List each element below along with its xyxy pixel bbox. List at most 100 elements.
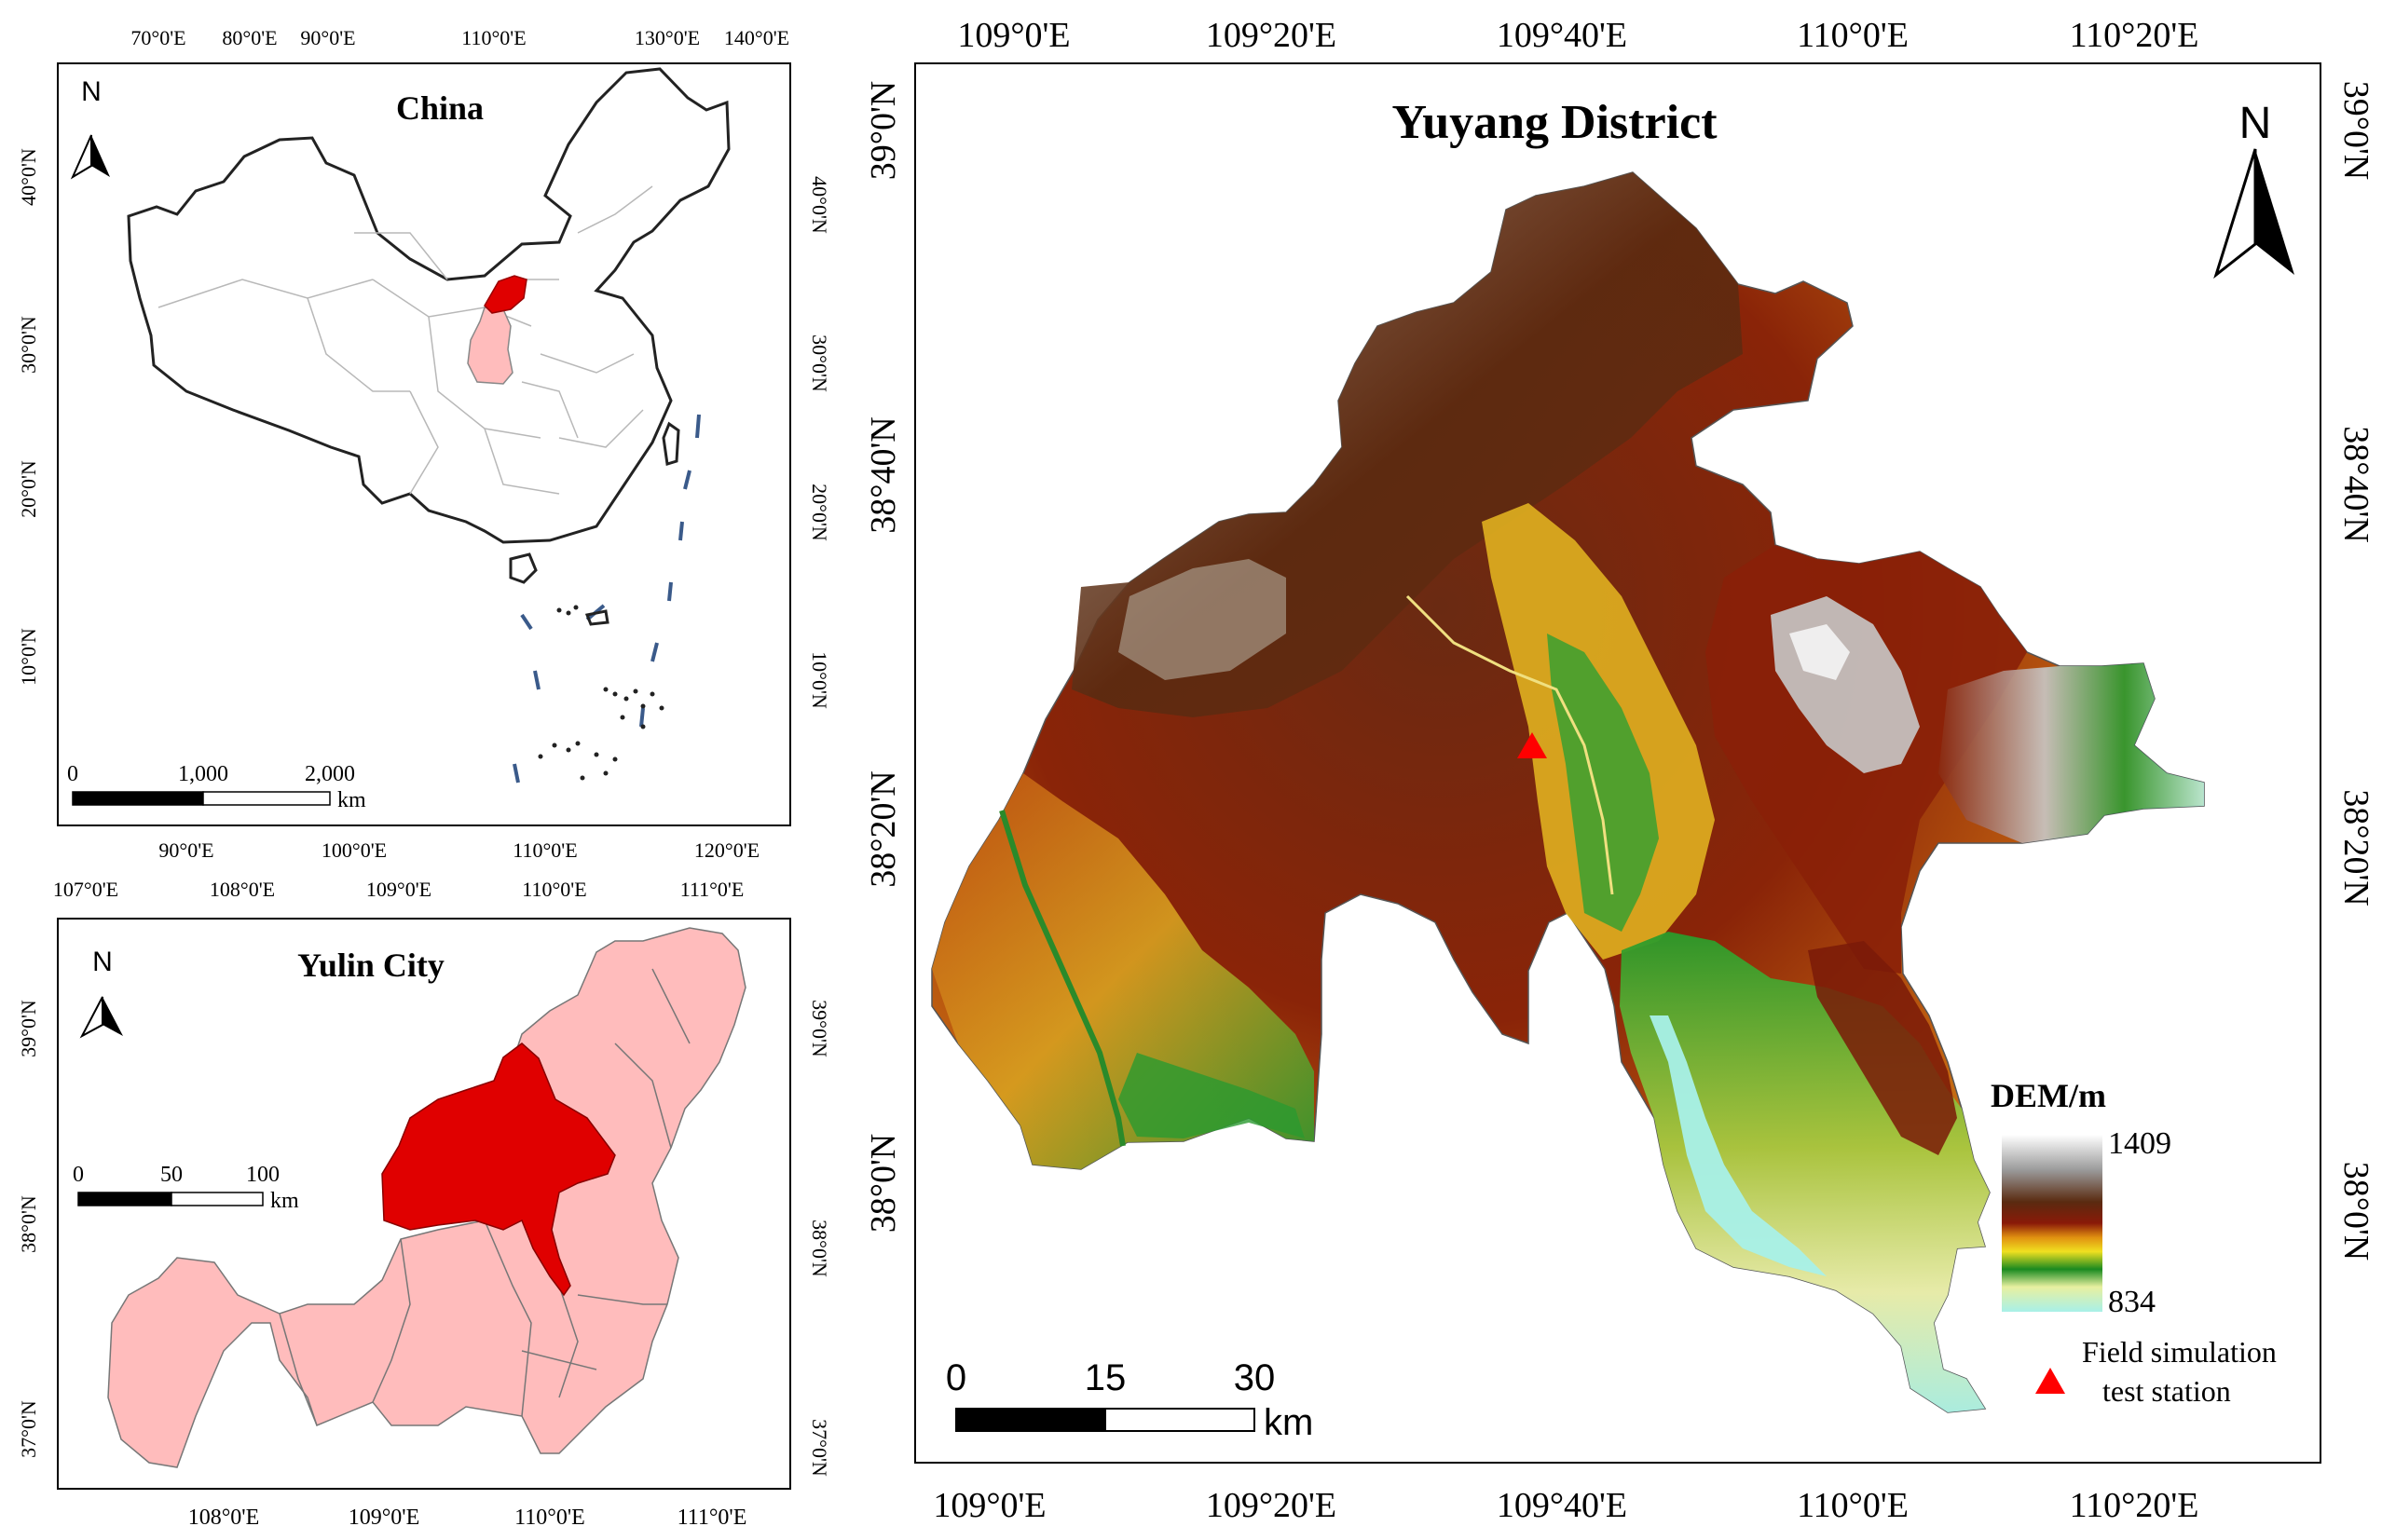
- yulin-bottom-tick-3: 111°0'E: [678, 1506, 747, 1530]
- dem-legend-ramp: [2002, 1135, 2102, 1312]
- yulin-left-tick-0: 39°0'N: [17, 1000, 40, 1057]
- china-bottom-ticks: 90°0'E 100°0'E 110°0'E 120°0'E: [158, 838, 760, 862]
- dem-legend-min: 834: [2108, 1285, 2156, 1319]
- yulin-scale-label-0: 0: [73, 1163, 84, 1187]
- china-left-tick-2: 20°0'N: [17, 460, 40, 518]
- china-right-tick-1: 30°0'N: [808, 334, 831, 392]
- yuyang-top-tick-3: 110°0'E: [1797, 16, 1909, 55]
- yulin-bottom-ticks: 108°0'E 109°0'E 110°0'E 111°0'E: [188, 1506, 747, 1530]
- china-title: China: [396, 89, 484, 127]
- china-top-tick-0: 70°0'E: [130, 26, 185, 49]
- dem-legend-title: DEM/m: [1991, 1077, 2106, 1114]
- dem-southwest-lowland: [932, 773, 1314, 1169]
- china-bottom-tick-0: 90°0'E: [158, 838, 213, 862]
- yuyang-north-arrow: N: [2213, 99, 2294, 279]
- yulin-scale-label-1: 50: [160, 1163, 183, 1187]
- yuyang-scale-label-2: 30: [1234, 1357, 1276, 1398]
- yuyang-top-ticks: 109°0'E 109°20'E 109°40'E 110°0'E 110°20…: [957, 16, 2198, 55]
- yulin-top-tick-3: 110°0'E: [522, 878, 586, 901]
- island-outline: [584, 609, 609, 626]
- dem-central-green: [1547, 634, 1659, 932]
- china-top-tick-3: 110°0'E: [461, 26, 526, 49]
- yulin-north-arrow: N: [79, 947, 123, 1039]
- china-left-tick-0: 40°0'N: [17, 148, 40, 206]
- yulin-right-tick-2: 37°0'N: [808, 1419, 831, 1477]
- yuyang-top-tick-1: 109°20'E: [1206, 16, 1336, 55]
- china-left-tick-3: 10°0'N: [17, 628, 40, 686]
- yuyang-right-ticks: 39°0'N 38°40'N 38°20'N 38°0'N: [2336, 81, 2375, 1261]
- dem-legend: DEM/m 1409 834 Field simulation test sta…: [1991, 1077, 2277, 1408]
- yulin-highlight: [484, 275, 527, 314]
- china-scale-label-0: 0: [67, 762, 78, 786]
- station-legend-symbol: [2035, 1368, 2065, 1394]
- yulin-left-ticks: 39°0'N 38°0'N 37°0'N: [17, 1000, 40, 1458]
- yuyang-north-label: N: [2239, 99, 2272, 148]
- yuyang-left-tick-2: 38°20'N: [864, 770, 903, 888]
- china-north-arrow: N: [70, 76, 110, 180]
- yuyang-right-tick-2: 38°20'N: [2336, 789, 2375, 906]
- china-top-tick-5: 140°0'E: [724, 26, 789, 49]
- china-outline: [127, 67, 731, 544]
- yuyang-left-tick-0: 39°0'N: [864, 81, 903, 181]
- yuyang-top-tick-2: 109°40'E: [1497, 16, 1627, 55]
- yuyang-left-tick-3: 38°0'N: [864, 1134, 903, 1233]
- dem-white-summit: [1789, 624, 1850, 680]
- yulin-title: Yulin City: [297, 947, 445, 984]
- dem-south-cyan-river: [1650, 1015, 1827, 1276]
- yulin-scale-bar: 0 50 100 km: [73, 1163, 299, 1213]
- china-bottom-tick-2: 110°0'E: [513, 838, 577, 862]
- china-scale-unit: km: [337, 788, 366, 812]
- china-left-ticks: 40°0'N 30°0'N 20°0'N 10°0'N: [17, 148, 40, 686]
- yulin-panel: N Yulin City 0 50 100 km 107°0'E 108°0'E…: [17, 878, 831, 1530]
- yuyang-top-tick-0: 109°0'E: [957, 16, 1070, 55]
- china-left-tick-1: 30°0'N: [17, 316, 40, 374]
- dem-grey-highland: [1118, 559, 1286, 680]
- yuyang-scale-unit: km: [1264, 1402, 1313, 1443]
- yuyang-left-ticks: 39°0'N 38°40'N 38°20'N 38°0'N: [864, 81, 903, 1233]
- yuyang-right-tick-0: 39°0'N: [2336, 81, 2375, 181]
- china-right-tick-3: 10°0'N: [808, 651, 831, 709]
- dem-south-dark-ridges: [1808, 941, 1957, 1155]
- yulin-top-tick-0: 107°0'E: [53, 878, 118, 901]
- yuyang-top-tick-4: 110°20'E: [2070, 16, 2199, 55]
- yuyang-bottom-tick-3: 110°0'E: [1797, 1486, 1909, 1525]
- yuyang-scale-label-0: 0: [946, 1357, 966, 1398]
- station-legend-label-2: test station: [2102, 1374, 2231, 1408]
- china-bottom-tick-3: 120°0'E: [694, 838, 760, 862]
- yulin-top-tick-4: 111°0'E: [680, 878, 745, 901]
- yuyang-right-tick-1: 38°40'N: [2336, 426, 2375, 543]
- yulin-top-tick-1: 108°0'E: [210, 878, 275, 901]
- yulin-outline: [107, 927, 746, 1468]
- china-north-label: N: [81, 76, 102, 107]
- yuyang-panel: Yuyang District N DEM/m 1409 834 Field s…: [864, 16, 2375, 1525]
- shaanxi-province: [467, 307, 513, 385]
- yuyang-title: Yuyang District: [1391, 96, 1718, 149]
- yulin-top-tick-2: 109°0'E: [366, 878, 431, 901]
- dem-legend-max: 1409: [2108, 1126, 2171, 1161]
- china-right-tick-2: 20°0'N: [808, 484, 831, 541]
- yulin-right-tick-0: 39°0'N: [808, 1000, 831, 1057]
- yuyang-scale-label-1: 15: [1085, 1357, 1127, 1398]
- yulin-top-ticks: 107°0'E 108°0'E 109°0'E 110°0'E 111°0'E: [53, 878, 744, 901]
- china-right-ticks: 40°0'N 30°0'N 20°0'N 10°0'N: [808, 176, 831, 709]
- yuyang-bottom-tick-0: 109°0'E: [933, 1486, 1046, 1525]
- yuyang-bottom-tick-4: 110°20'E: [2070, 1486, 2199, 1525]
- china-top-ticks: 70°0'E 80°0'E 90°0'E 110°0'E 130°0'E 140…: [130, 26, 789, 49]
- taiwan-island: [662, 421, 680, 466]
- yulin-scale-label-2: 100: [246, 1163, 280, 1187]
- yuyang-bottom-tick-2: 109°40'E: [1497, 1486, 1627, 1525]
- yulin-right-tick-1: 38°0'N: [808, 1220, 831, 1277]
- china-scale-label-1: 1,000: [178, 762, 228, 786]
- china-right-tick-0: 40°0'N: [808, 176, 831, 234]
- china-top-tick-2: 90°0'E: [300, 26, 355, 49]
- china-panel: N China 0 1,000 2,000 km 70°0'E 80°0'E 9…: [17, 26, 831, 862]
- yuyang-right-tick-3: 38°0'N: [2336, 1162, 2375, 1261]
- dem-east-lowland: [1938, 663, 2204, 843]
- yuyang-district-highlight: [381, 1043, 616, 1297]
- china-scale-label-2: 2,000: [305, 762, 355, 786]
- china-bottom-tick-1: 100°0'E: [322, 838, 387, 862]
- yulin-scale-unit: km: [270, 1189, 299, 1213]
- yuyang-scale-bar: 0 15 30 km: [946, 1357, 1313, 1443]
- yuyang-left-tick-1: 38°40'N: [864, 416, 903, 534]
